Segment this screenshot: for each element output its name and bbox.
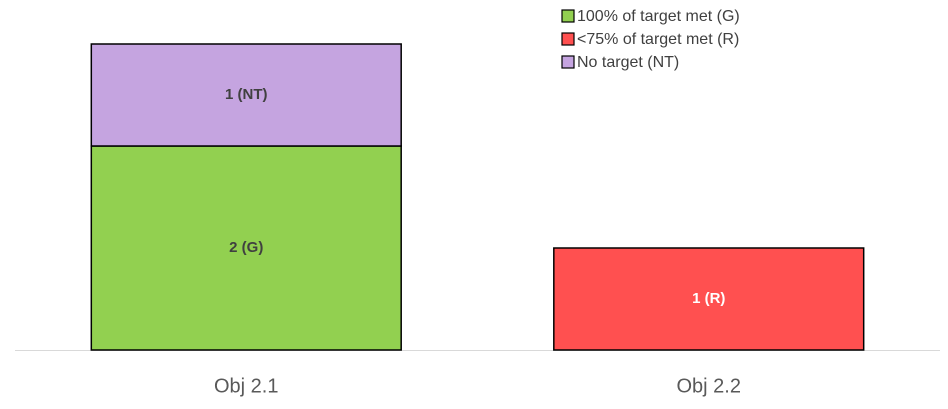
data-label: 2 (G) [229,239,263,256]
data-label: 1 (R) [692,290,725,307]
bar-segment [90,145,402,351]
data-label: 1 (NT) [225,86,268,103]
x-tick-label: Obj 2.1 [214,375,278,397]
legend-label: 100% of target met (G) [577,8,740,25]
legend-swatch [561,55,575,69]
bar-segment [90,43,402,147]
bar-segment [553,247,865,351]
legend-label: No target (NT) [577,54,679,71]
legend-swatch [561,9,575,23]
x-tick-label: Obj 2.2 [677,375,741,397]
legend-label: <75% of target met (R) [577,31,739,48]
legend-swatch [561,32,575,46]
